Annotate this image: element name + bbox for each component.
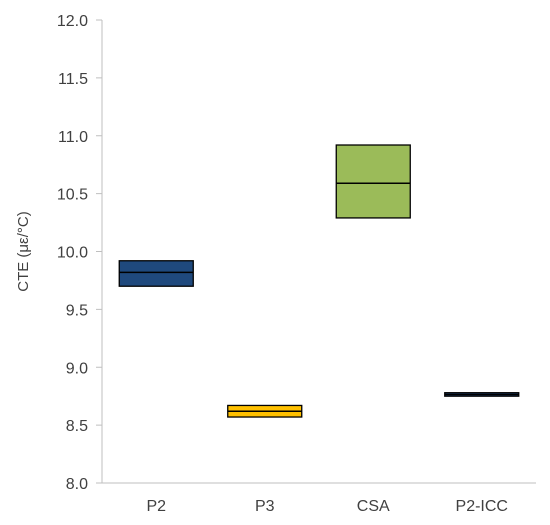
y-tick-label: 10.0 xyxy=(57,245,88,262)
y-tick-label: 11.0 xyxy=(58,129,88,146)
range-box-p2 xyxy=(118,260,194,287)
range-box-csa xyxy=(335,144,411,219)
x-tick-label: P3 xyxy=(255,498,275,515)
y-tick-label: 9.0 xyxy=(66,360,88,377)
y-axis-ticks: 8.0 8.5 9.0 9.5 10.0 10.5 11.0 11.5 12.0 xyxy=(57,13,102,493)
y-tick-label: 10.5 xyxy=(57,187,88,204)
y-tick-label: 8.5 xyxy=(66,418,88,435)
x-tick-label: P2-ICC xyxy=(456,498,508,515)
x-tick-label: P2 xyxy=(146,498,166,515)
range-boxes xyxy=(118,144,520,418)
y-tick-label: 9.5 xyxy=(66,302,88,319)
y-axis-title: CTE (με/°C) xyxy=(15,211,32,292)
y-tick-label: 12.0 xyxy=(57,13,88,30)
y-tick-label: 8.0 xyxy=(66,476,88,493)
y-tick-label: 11.5 xyxy=(58,71,88,88)
x-tick-label: CSA xyxy=(357,498,390,515)
x-axis-ticks: P2 P3 CSA P2-ICC xyxy=(146,498,508,515)
